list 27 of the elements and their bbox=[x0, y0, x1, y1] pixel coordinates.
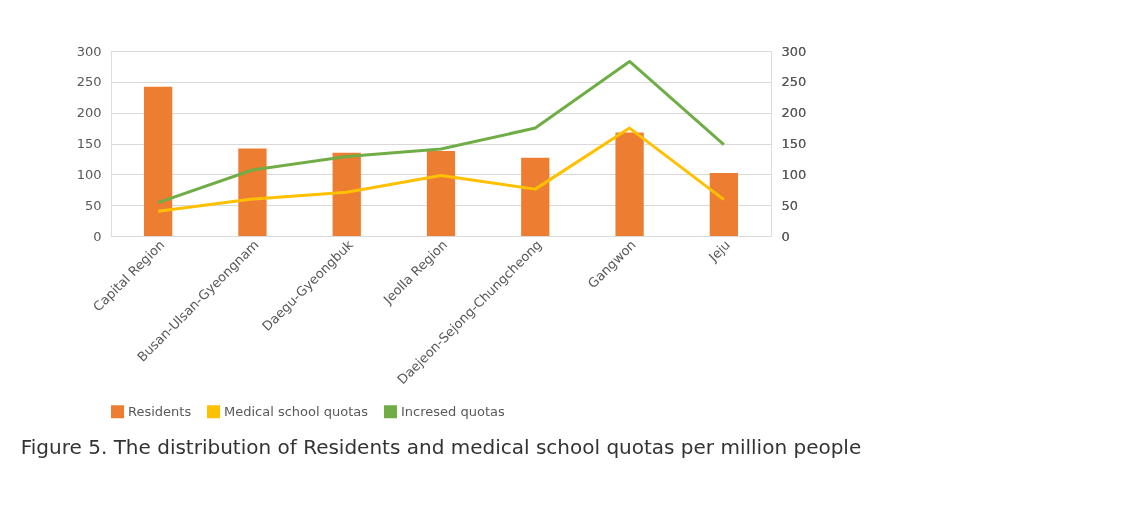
bar bbox=[709, 173, 738, 236]
legend-label: Incresed quotas bbox=[401, 403, 505, 419]
bar bbox=[615, 132, 644, 236]
legend-label: Medical school quotas bbox=[224, 403, 369, 419]
y-tick-label: 50 bbox=[84, 197, 102, 213]
bar bbox=[521, 157, 550, 236]
y2-tick-label: 300 bbox=[781, 43, 807, 59]
y2-tick-label: 200 bbox=[781, 105, 807, 121]
y2-tick-label: 100 bbox=[781, 166, 807, 182]
y-tick-label: 100 bbox=[76, 166, 102, 182]
y2-tick-label: 150 bbox=[781, 136, 807, 151]
line-series bbox=[156, 59, 726, 205]
bar bbox=[426, 150, 456, 236]
text: Figure 5. The distribution of Residents and medical school quotas per million people bbox=[20, 435, 862, 459]
y-tick-label: 300 bbox=[76, 43, 102, 59]
y-tick-label: 150 bbox=[76, 136, 102, 151]
y-tick-label: 200 bbox=[76, 105, 102, 121]
y2-tick-label: 0 bbox=[781, 228, 790, 244]
bar bbox=[238, 148, 267, 236]
y-tick-label: 250 bbox=[76, 74, 102, 90]
bar bbox=[144, 86, 173, 236]
y2-tick-label: 50 bbox=[781, 197, 799, 213]
legend-label: Residents bbox=[128, 403, 192, 419]
y-tick-label: 0 bbox=[93, 228, 102, 244]
y2-tick-label: 250 bbox=[781, 74, 807, 90]
bar bbox=[332, 152, 361, 236]
line-series bbox=[156, 126, 726, 213]
